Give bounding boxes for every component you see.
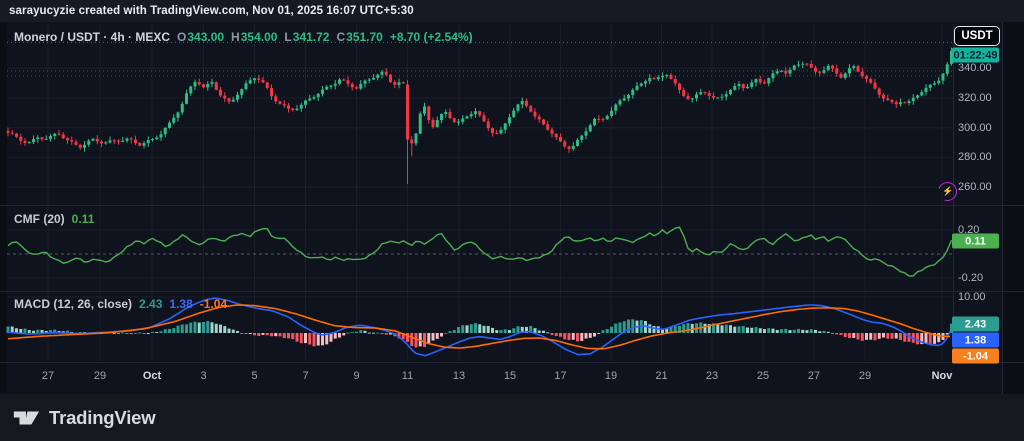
attribution-bar: sarayucyzie created with TradingView.com…: [0, 0, 1024, 22]
candle-countdown-badge: 01:22:49: [952, 47, 999, 63]
low-value: L341.72: [284, 30, 330, 44]
cmf-title[interactable]: CMF (20): [14, 212, 65, 226]
price-axis-label: 280.00: [958, 151, 992, 163]
time-axis-label: 3: [200, 370, 207, 382]
time-axis-label: 29: [93, 370, 107, 382]
time-axis-label: 9: [353, 370, 360, 382]
price-axis-label: 300.00: [958, 122, 992, 134]
macd-axis-label: 10.00: [958, 291, 986, 303]
macd-signal-value: -1.04: [199, 297, 228, 311]
close-value: C351.70: [336, 30, 383, 44]
time-axis-label: 13: [452, 370, 466, 382]
macd-title[interactable]: MACD (12, 26, close): [14, 297, 133, 311]
attribution-text: sarayucyzie created with TradingView.com…: [9, 5, 414, 17]
tradingview-logo-text[interactable]: TradingView: [49, 406, 156, 428]
cmf-axis-label: -0.20: [958, 272, 984, 284]
footer-bar: TradingView: [0, 394, 1024, 441]
cmf-legend: CMF (20) 0.11: [14, 212, 94, 226]
time-axis-label: 21: [655, 370, 668, 382]
price-axis-label: 340.00: [958, 62, 992, 74]
macd-value-badge: -1.04: [952, 348, 999, 364]
time-axis-label: 17: [554, 370, 567, 382]
cmf-axis-label: 0.20: [958, 224, 980, 236]
macd-value-badge: 2.43: [952, 316, 999, 332]
macd-value-badge: 1.38: [952, 332, 999, 348]
macd-legend: MACD (12, 26, close) 2.43 1.38 -1.04: [14, 297, 227, 311]
symbol-title[interactable]: Monero / USDT · 4h · MEXC: [14, 30, 170, 44]
time-axis-label: Nov: [931, 370, 953, 382]
macd-line-value: 1.38: [169, 297, 193, 311]
high-value: H354.00: [231, 30, 278, 44]
time-axis-label: 11: [401, 370, 414, 382]
currency-toggle-button[interactable]: USDT: [954, 26, 1000, 46]
time-axis-label: 15: [503, 370, 517, 382]
time-axis-label: 19: [604, 370, 618, 382]
macd-hist-value: 2.43: [139, 297, 163, 311]
tradingview-logo-icon[interactable]: [12, 406, 40, 430]
time-axis-label: 25: [756, 370, 770, 382]
open-value: O343.00: [177, 30, 225, 44]
cmf-value: 0.11: [71, 212, 95, 226]
time-axis-label: 27: [807, 370, 821, 382]
time-axis-label: 29: [858, 370, 872, 382]
price-axis-label: 320.00: [958, 92, 992, 104]
time-axis-label: 7: [302, 370, 309, 382]
cmf-value-badge: 0.11: [952, 233, 999, 249]
time-axis-label: 27: [41, 370, 55, 382]
time-axis-label: Oct: [142, 370, 162, 382]
time-axis-label: 5: [251, 370, 258, 382]
change-value: +8.70 (+2.54%): [389, 30, 473, 44]
price-axis-label: 260.00: [958, 181, 992, 193]
time-axis-label: 23: [705, 370, 719, 382]
symbol-legend: Monero / USDT · 4h · MEXC O343.00 H354.0…: [14, 30, 473, 44]
